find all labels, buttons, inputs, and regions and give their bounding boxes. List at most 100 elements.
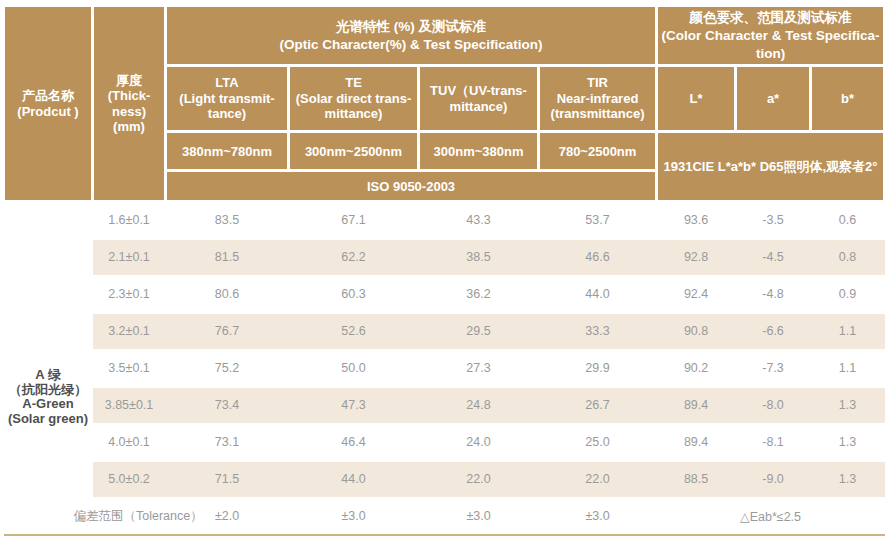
value-cell: 62.2 (289, 239, 419, 276)
value-cell: 71.5 (166, 461, 289, 498)
value-cell: 1.1 (811, 350, 885, 387)
value-cell: 0.8 (811, 239, 885, 276)
value-cell: 24.8 (419, 387, 539, 424)
header-product-line: (Prodcut ) (5, 104, 91, 120)
product-label-line: A 绿 (4, 368, 93, 383)
header-thickness-line: (mm) (94, 119, 164, 135)
tolerance-value-cell: ±3.0 (289, 498, 419, 535)
product-label-line: A-Green (4, 397, 93, 412)
value-cell: 81.5 (166, 239, 289, 276)
value-cell: 73.4 (166, 387, 289, 424)
value-cell: 67.1 (289, 202, 419, 239)
value-cell: 0.9 (811, 276, 885, 313)
header-thickness-line: 厚度 (94, 73, 164, 89)
col-title-line: LTA (167, 75, 287, 91)
header-range-tir: 780~2500nm (539, 132, 657, 171)
thickness-cell: 3.5±0.1 (93, 350, 166, 387)
thickness-cell: 5.0±0.2 (93, 461, 166, 498)
header-col-astar: a* (736, 66, 811, 132)
header-col-tir: TIR Near-infrared (transmittance) (539, 66, 657, 132)
header-cie-standard: 1931CIE L*a*b* D65照明体,观察者2° (657, 132, 885, 202)
value-cell: 1.3 (811, 387, 885, 424)
tolerance-label: 偏差范围（Tolerance） (4, 498, 166, 535)
value-cell: 90.8 (657, 313, 736, 350)
header-range-te: 300nm~2500nm (289, 132, 419, 171)
thickness-cell: 2.3±0.1 (93, 276, 166, 313)
value-cell: 93.6 (657, 202, 736, 239)
col-title-line: (transmittance) (540, 106, 655, 122)
value-cell: 44.0 (289, 461, 419, 498)
table-row: 2.1±0.1 81.5 62.2 38.5 46.6 92.8 -4.5 0.… (4, 239, 885, 276)
col-title-line: TUV（UV-trans- (420, 83, 537, 99)
value-cell: 89.4 (657, 387, 736, 424)
value-cell: 29.5 (419, 313, 539, 350)
thickness-cell: 3.2±0.1 (93, 313, 166, 350)
value-cell: -8.0 (736, 387, 811, 424)
value-cell: 24.0 (419, 424, 539, 461)
value-cell: 46.6 (539, 239, 657, 276)
value-cell: -3.5 (736, 202, 811, 239)
color-group-line: (Color Character & Test Specifica- (658, 27, 883, 45)
header-col-bstar: b* (811, 66, 885, 132)
table-row: 5.0±0.2 71.5 44.0 22.0 22.0 88.5 -9.0 1.… (4, 461, 885, 498)
header-col-lstar: L* (657, 66, 736, 132)
value-cell: 50.0 (289, 350, 419, 387)
col-title-line: mittance) (290, 106, 417, 122)
value-cell: -7.3 (736, 350, 811, 387)
value-cell: 89.4 (657, 424, 736, 461)
value-cell: 53.7 (539, 202, 657, 239)
value-cell: 60.3 (289, 276, 419, 313)
header-color-group: 颜色要求、范围及测试标准 (Color Character & Test Spe… (657, 6, 885, 66)
thickness-cell: 2.1±0.1 (93, 239, 166, 276)
value-cell: -4.8 (736, 276, 811, 313)
table-row: A 绿 （抗阳光绿） A-Green (Solar green) 1.6±0.1… (4, 202, 885, 239)
table-row: 2.3±0.1 80.6 60.3 36.2 44.0 92.4 -4.8 0.… (4, 276, 885, 313)
header-thickness-line: ness) (94, 104, 164, 120)
value-cell: 1.3 (811, 424, 885, 461)
table-row: 3.85±0.1 73.4 47.3 24.8 26.7 89.4 -8.0 1… (4, 387, 885, 424)
header-thickness-line: (Thick- (94, 88, 164, 104)
table-row: 3.5±0.1 75.2 50.0 27.3 29.9 90.2 -7.3 1.… (4, 350, 885, 387)
value-cell: -9.0 (736, 461, 811, 498)
value-cell: 88.5 (657, 461, 736, 498)
value-cell: -6.6 (736, 313, 811, 350)
value-cell: 22.0 (419, 461, 539, 498)
value-cell: 76.7 (166, 313, 289, 350)
optic-group-line: (Optic Character(%) & Test Specification… (167, 36, 655, 54)
value-cell: 22.0 (539, 461, 657, 498)
value-cell: 47.3 (289, 387, 419, 424)
color-group-line: 颜色要求、范围及测试标准 (658, 9, 883, 27)
value-cell: 27.3 (419, 350, 539, 387)
color-group-line: tion) (658, 45, 883, 63)
product-label-line: （抗阳光绿） (4, 383, 93, 398)
thickness-cell: 1.6±0.1 (93, 202, 166, 239)
value-cell: 80.6 (166, 276, 289, 313)
value-cell: 52.6 (289, 313, 419, 350)
col-title-line: Near-infrared (540, 91, 655, 107)
product-label-cell: A 绿 （抗阳光绿） A-Green (Solar green) (4, 202, 93, 498)
value-cell: 92.4 (657, 276, 736, 313)
thickness-cell: 4.0±0.1 (93, 424, 166, 461)
thickness-cell: 3.85±0.1 (93, 387, 166, 424)
col-title-line: mittance) (420, 99, 537, 115)
col-title-line: TE (290, 75, 417, 91)
value-cell: 73.1 (166, 424, 289, 461)
optic-group-line: 光谱特性 (%) 及测试标准 (167, 18, 655, 36)
spec-table: 产品名称 (Prodcut ) 厚度 (Thick- ness) (mm) 光谱… (2, 4, 886, 536)
value-cell: 1.3 (811, 461, 885, 498)
header-col-lta: LTA (Light transmit- tance) (166, 66, 289, 132)
value-cell: 0.6 (811, 202, 885, 239)
tolerance-value-cell: ±3.0 (419, 498, 539, 535)
col-title-line: tance) (167, 106, 287, 122)
header-col-te: TE (Solar direct trans- mittance) (289, 66, 419, 132)
tolerance-color-cell: △Eab*≤2.5 (657, 498, 885, 535)
value-cell: -8.1 (736, 424, 811, 461)
header-optic-group: 光谱特性 (%) 及测试标准 (Optic Character(%) & Tes… (166, 6, 657, 66)
value-cell: 1.1 (811, 313, 885, 350)
value-cell: 46.4 (289, 424, 419, 461)
header-thickness: 厚度 (Thick- ness) (mm) (93, 6, 166, 202)
table-row: 3.2±0.1 76.7 52.6 29.5 33.3 90.8 -6.6 1.… (4, 313, 885, 350)
tolerance-row: 偏差范围（Tolerance） ±2.0 ±3.0 ±3.0 ±3.0 △Eab… (4, 498, 885, 535)
header-row-groups: 产品名称 (Prodcut ) 厚度 (Thick- ness) (mm) 光谱… (4, 6, 885, 66)
header-product-line: 产品名称 (5, 88, 91, 104)
